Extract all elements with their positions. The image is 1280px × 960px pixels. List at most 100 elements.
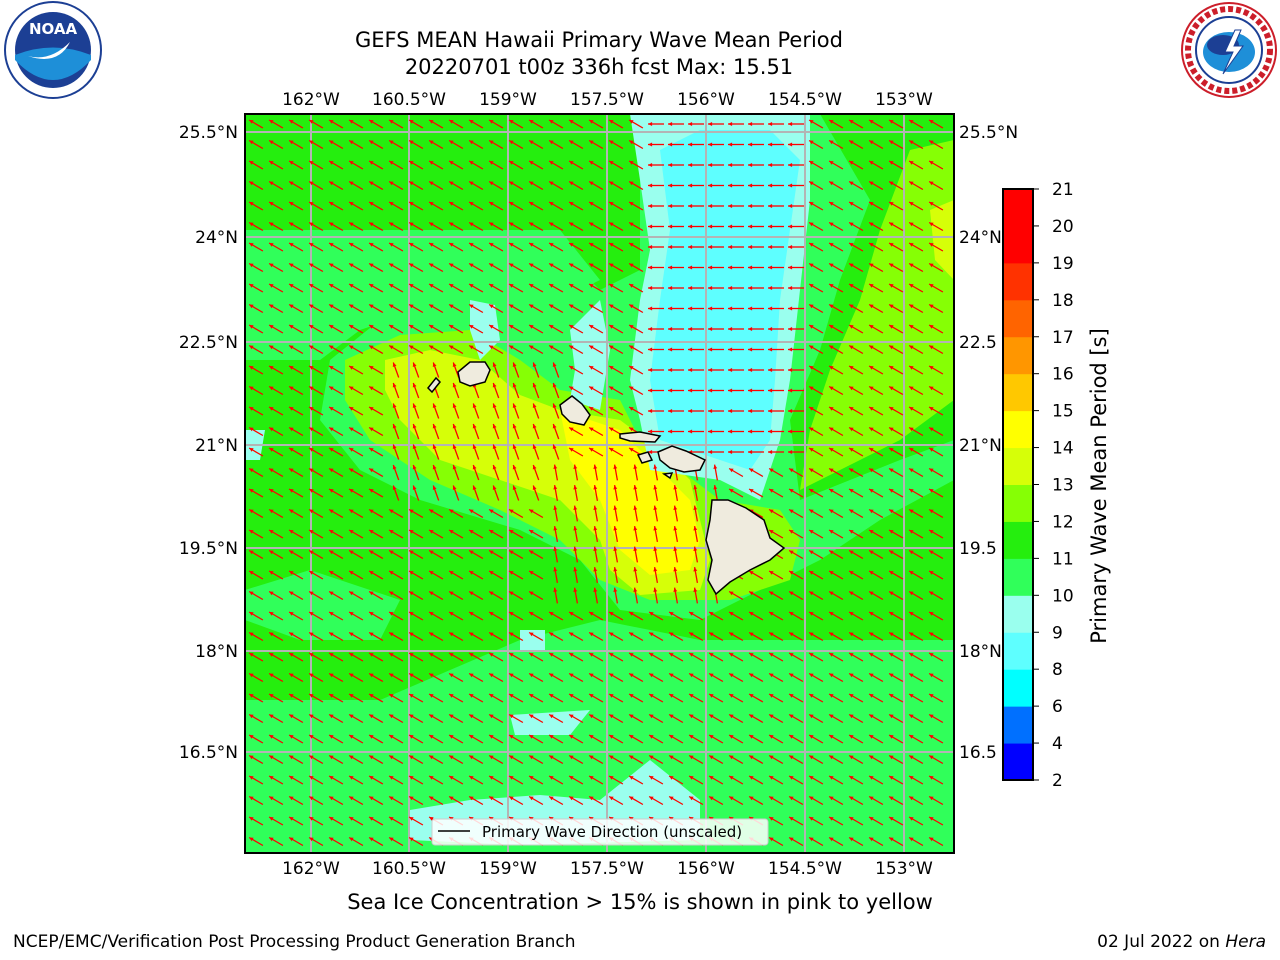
wave-arrow-head <box>569 427 574 432</box>
wave-arrow-head <box>788 183 793 188</box>
wave-arrow-head <box>389 632 394 637</box>
wave-arrow-head <box>909 694 914 698</box>
wave-arrow-head <box>648 327 653 331</box>
wave-arrow-head <box>549 735 554 739</box>
wave-arrow-head <box>269 304 274 309</box>
wave-arrow-head <box>668 388 673 393</box>
wave-arrow-head <box>869 653 874 657</box>
wave-arrow-head <box>249 202 254 206</box>
wave-arrow-head <box>529 632 534 637</box>
wave-arrow-head <box>849 817 854 821</box>
wave-arrow-head <box>829 407 834 411</box>
wave-arrow-head <box>469 161 474 165</box>
wave-arrow-head <box>269 284 274 288</box>
wave-arrow-head <box>329 427 334 432</box>
wave-arrow-head <box>728 388 733 393</box>
wave-arrow-head <box>909 612 914 616</box>
wave-arrow-head <box>429 181 434 186</box>
wave-arrow-head <box>668 183 673 188</box>
wave-arrow-head <box>429 571 434 575</box>
lon-top-tick: 162°W <box>282 90 340 110</box>
lon-bottom-tick: 156°W <box>677 859 735 879</box>
wave-arrow-head <box>589 222 594 227</box>
wave-arrow-head <box>509 632 514 637</box>
wave-arrow-head <box>289 120 294 124</box>
wave-arrow-head <box>369 653 374 657</box>
wave-arrow-head <box>589 694 594 698</box>
wave-arrow-head <box>889 386 894 391</box>
wave-arrow-head <box>489 263 494 268</box>
lon-top-tick: 154.5°W <box>768 90 842 110</box>
wave-arrow-head <box>929 489 934 493</box>
wave-arrow-head <box>529 263 534 268</box>
wave-arrow-head <box>829 181 834 186</box>
wave-arrow-head <box>729 694 734 698</box>
wave-arrow-head <box>708 163 713 167</box>
colorbar-segment <box>1003 299 1033 338</box>
wave-arrow-head <box>492 403 497 408</box>
wave-arrow-head <box>349 632 354 637</box>
wave-arrow-head <box>809 632 814 637</box>
wave-arrow-head <box>929 161 934 165</box>
wave-arrow-head <box>349 468 354 473</box>
wave-arrow-head <box>492 424 497 429</box>
wave-arrow-head <box>869 284 874 288</box>
wave-arrow-head <box>449 796 454 801</box>
wave-arrow-head <box>389 735 394 739</box>
wave-arrow-head <box>449 222 454 227</box>
wave-arrow-head <box>549 612 554 616</box>
wave-arrow-head <box>668 245 673 249</box>
wave-arrow-head <box>289 673 294 678</box>
wave-arrow-head <box>609 263 614 268</box>
wave-arrow-head <box>409 161 414 165</box>
wave-arrow-head <box>349 263 354 268</box>
wave-arrow-head <box>349 345 354 350</box>
wave-arrow-head <box>589 243 594 247</box>
colorbar-tick-label: 8 <box>1052 660 1063 680</box>
wave-arrow-head <box>489 284 494 288</box>
wave-arrow-head <box>369 837 374 842</box>
wave-arrow-head <box>728 245 733 249</box>
wave-arrow-head <box>788 122 793 126</box>
wave-arrow-head <box>749 489 754 493</box>
wave-arrow-head <box>889 304 894 309</box>
wave-arrow-head <box>909 632 914 637</box>
map-frame <box>244 113 955 854</box>
wave-arrow-head <box>529 325 534 329</box>
wave-arrow-head <box>748 306 753 311</box>
wave-arrow-head <box>469 181 474 186</box>
wave-arrow-head <box>289 817 294 821</box>
wave-arrow-head <box>629 304 634 309</box>
wave-arrow-head <box>789 530 794 534</box>
wave-arrow-head <box>269 407 274 411</box>
wave-arrow-head <box>909 366 914 370</box>
wave-arrow-head <box>929 571 934 575</box>
wave-arrow-head <box>449 755 454 760</box>
wave-arrow-head <box>889 509 894 514</box>
lat-right-tick: 21°N <box>959 436 1002 456</box>
wave-arrow-head <box>909 776 914 780</box>
wave-arrow-head <box>593 464 598 469</box>
wave-arrow-head <box>609 345 614 350</box>
wave-arrow-head <box>389 284 394 288</box>
wave-arrow-head <box>869 427 874 432</box>
wave-arrow-head <box>849 120 854 124</box>
wave-arrow-head <box>809 796 814 801</box>
wave-arrow-head <box>369 468 374 473</box>
wave-arrow-head <box>249 509 254 514</box>
wave-arrow-head <box>532 424 537 429</box>
wave-arrow-head <box>889 181 894 186</box>
wave-arrow-head <box>512 403 517 408</box>
wave-arrow-head <box>389 776 394 780</box>
wave-arrow-head <box>829 140 834 145</box>
graticule <box>245 114 954 853</box>
wave-arrow-head <box>688 347 693 352</box>
wave-arrow-head <box>929 427 934 432</box>
wave-arrow-head <box>829 796 834 801</box>
wave-arrow-head <box>329 202 334 206</box>
wave-arrow-head <box>769 571 774 575</box>
colorbar-tick-label: 13 <box>1052 476 1074 496</box>
wave-arrow-head <box>369 366 374 370</box>
wave-arrow-head <box>472 424 477 429</box>
wave-arrow-head <box>749 591 754 596</box>
